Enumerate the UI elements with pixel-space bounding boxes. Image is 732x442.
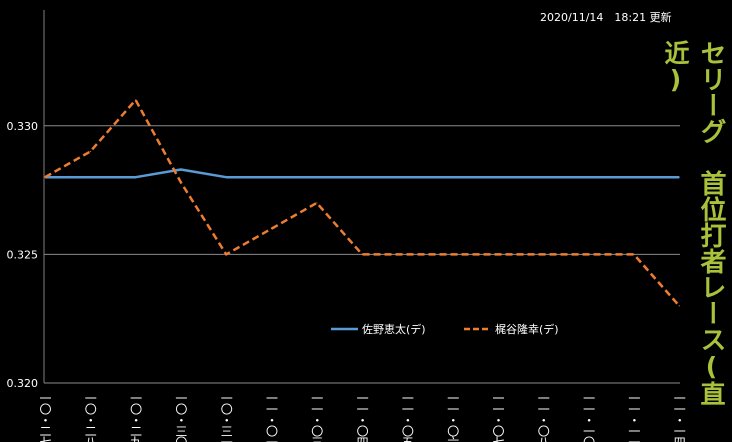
data-point [406,176,408,178]
x-tick-label: 一一・一四 [672,392,686,442]
data-point [225,176,227,178]
data-point [361,253,363,255]
legend-label: 佐野恵太(デ) [362,322,426,336]
x-tick-label: 一〇・二七 [38,392,52,442]
data-point [678,176,680,178]
data-point [89,176,91,178]
data-point [406,253,408,255]
data-point [542,253,544,255]
series-lines [44,98,681,307]
data-point [89,150,91,153]
chart-title-main: セリーグ 首位打者レース [696,40,726,352]
data-point [497,253,499,255]
data-point [588,176,590,178]
y-tick-labels: 0.320 0.325 0.330 [7,120,39,390]
data-point [678,305,680,307]
x-tick-label: 一一・〇三 [310,392,324,442]
x-tick-label: 一〇・三一 [219,392,233,442]
series-line [44,98,681,307]
data-point [135,176,137,178]
data-point [180,168,182,171]
x-tick-label: 一一・〇八 [536,392,550,442]
chart-title: セリーグ 首位打者レース(直近) [661,40,729,442]
x-tick-label: 一〇・二九 [129,392,143,442]
x-tick-label: 一一・〇四 [355,392,369,442]
y-tick-label: 0.320 [7,377,39,390]
data-point [588,253,590,255]
x-tick-label: 一一・〇六 [446,392,460,442]
data-point [497,176,499,178]
data-point [44,176,46,178]
data-point [180,181,182,183]
x-tick-label: 一〇・三〇 [174,392,188,442]
legend: 佐野恵太(デ) 梶谷隆幸(デ) [331,322,559,336]
data-point [542,176,544,178]
data-point [316,176,318,178]
x-tick-label: 一〇・二八 [83,392,97,442]
x-tick-label: 一一・一〇 [582,392,596,442]
data-point [633,176,635,178]
data-point [316,202,318,204]
data-point [270,228,273,230]
data-point [270,176,273,178]
y-tick-label: 0.330 [7,120,39,133]
chart-title-sub: (直近) [661,40,726,406]
y-tick-label: 0.325 [7,248,39,261]
x-tick-label: 一一・〇七 [491,392,505,442]
x-tick-label: 一一・〇一 [265,392,279,442]
x-tick-label: 一一・一一 [627,392,641,442]
update-timestamp: 2020/11/14 18:21 更新 [540,11,672,24]
x-tick-labels: 一〇・二七 一〇・二八 一〇・二九 一〇・三〇 一〇・三一 一一・〇一 一一・〇三 一一・〇四… [38,392,686,442]
x-tick-label: 一一・〇五 [400,392,414,442]
data-point [452,253,454,255]
series-line [45,168,680,179]
data-point [361,176,363,178]
data-point [135,99,137,101]
data-point [225,253,227,255]
data-point [633,253,635,255]
data-point [452,176,454,178]
legend-label: 梶谷隆幸(デ) [495,322,559,336]
